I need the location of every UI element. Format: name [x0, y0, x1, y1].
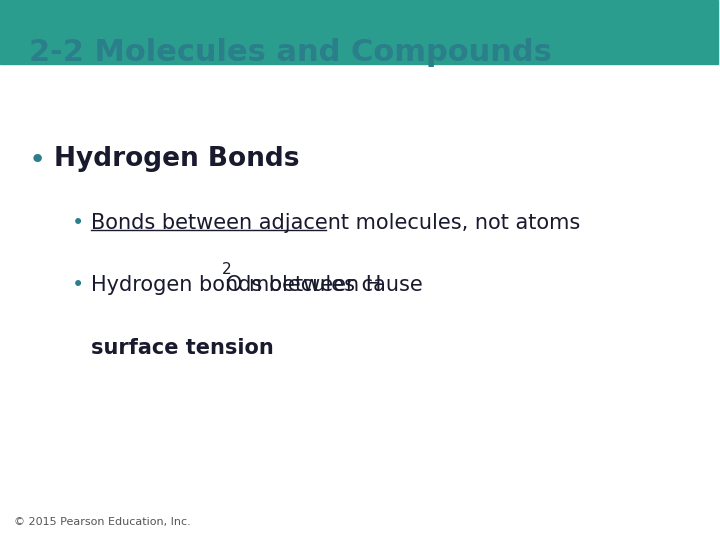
Text: © 2015 Pearson Education, Inc.: © 2015 Pearson Education, Inc.: [14, 516, 191, 526]
Text: •: •: [72, 213, 84, 233]
Text: Hydrogen bonds between H: Hydrogen bonds between H: [91, 275, 382, 295]
Text: 2: 2: [222, 262, 232, 277]
Bar: [0, 0, 718, 64]
Text: Hydrogen Bonds: Hydrogen Bonds: [54, 146, 300, 172]
Text: •: •: [29, 146, 46, 174]
Text: Bonds between adjacent molecules, not atoms: Bonds between adjacent molecules, not at…: [91, 213, 580, 233]
Text: O molecules cause: O molecules cause: [226, 275, 423, 295]
Text: •: •: [72, 275, 84, 295]
Text: 2-2 Molecules and Compounds: 2-2 Molecules and Compounds: [29, 38, 552, 67]
Text: surface tension: surface tension: [91, 338, 274, 357]
